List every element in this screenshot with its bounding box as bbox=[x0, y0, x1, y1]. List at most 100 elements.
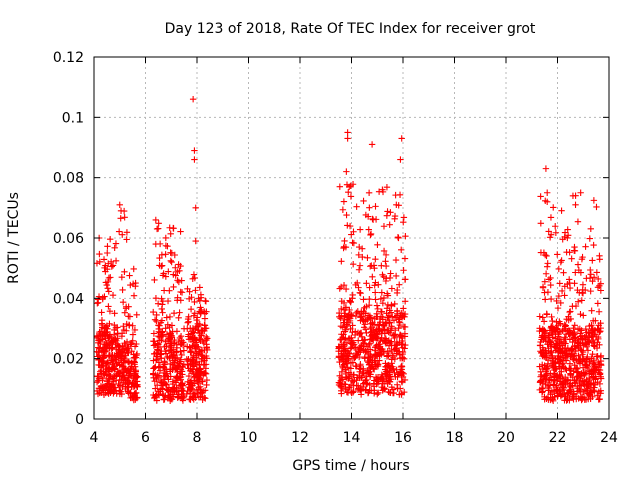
data-point bbox=[340, 306, 348, 313]
data-point bbox=[337, 350, 345, 357]
data-point bbox=[372, 279, 379, 286]
data-point bbox=[371, 282, 378, 289]
data-point bbox=[566, 367, 574, 374]
data-point bbox=[132, 394, 140, 401]
data-point bbox=[346, 315, 354, 322]
data-point bbox=[561, 334, 568, 341]
x-tick-label: 16 bbox=[394, 430, 412, 446]
data-point bbox=[372, 296, 379, 303]
data-point bbox=[109, 291, 117, 299]
data-point bbox=[382, 336, 390, 344]
data-point bbox=[395, 324, 402, 332]
data-point bbox=[165, 268, 172, 275]
data-point bbox=[197, 389, 205, 396]
data-point bbox=[124, 358, 132, 365]
data-point bbox=[347, 182, 354, 189]
data-point bbox=[197, 309, 205, 316]
data-point bbox=[196, 365, 203, 372]
data-point bbox=[106, 344, 113, 351]
data-point bbox=[347, 345, 354, 352]
data-point bbox=[168, 322, 176, 329]
data-point bbox=[119, 371, 127, 379]
data-point bbox=[567, 308, 574, 315]
data-point bbox=[186, 395, 193, 403]
data-point bbox=[542, 372, 549, 379]
data-point bbox=[574, 298, 582, 305]
data-point bbox=[346, 183, 353, 190]
data-point bbox=[567, 388, 574, 395]
data-point bbox=[164, 242, 171, 250]
data-point bbox=[594, 392, 601, 399]
data-point bbox=[577, 310, 584, 318]
data-point bbox=[164, 321, 171, 328]
data-point bbox=[342, 285, 350, 293]
data-point bbox=[185, 381, 193, 388]
data-point bbox=[133, 311, 140, 318]
data-point bbox=[391, 341, 399, 349]
data-point bbox=[192, 204, 199, 212]
data-point bbox=[347, 381, 355, 389]
data-point bbox=[349, 328, 356, 336]
chart-title: Day 123 of 2018, Rate Of TEC Index for r… bbox=[165, 21, 536, 37]
data-point bbox=[338, 384, 346, 392]
data-point bbox=[563, 377, 571, 385]
data-point bbox=[170, 309, 178, 317]
data-point bbox=[340, 244, 347, 252]
data-point bbox=[184, 285, 191, 292]
data-point bbox=[396, 191, 404, 198]
data-point bbox=[541, 289, 548, 296]
data-point bbox=[115, 344, 123, 351]
y-tick-label: 0.08 bbox=[53, 171, 84, 187]
data-point bbox=[152, 216, 159, 224]
data-point bbox=[100, 256, 108, 263]
data-point bbox=[164, 353, 171, 361]
data-point bbox=[109, 384, 117, 391]
data-point bbox=[123, 229, 131, 236]
data-point bbox=[561, 345, 569, 353]
data-point bbox=[352, 350, 360, 357]
data-point bbox=[374, 376, 382, 383]
data-point bbox=[348, 231, 355, 238]
data-point bbox=[538, 336, 545, 343]
data-point bbox=[540, 346, 548, 354]
data-point bbox=[360, 324, 368, 331]
data-point bbox=[342, 381, 349, 388]
data-point bbox=[202, 297, 209, 305]
data-point bbox=[195, 376, 203, 383]
data-point bbox=[372, 352, 379, 359]
data-point bbox=[185, 365, 192, 372]
data-point bbox=[131, 343, 139, 350]
data-point bbox=[188, 330, 196, 337]
data-point bbox=[175, 314, 182, 322]
data-point bbox=[176, 360, 183, 367]
data-point bbox=[178, 351, 185, 359]
data-point bbox=[577, 335, 585, 342]
data-point bbox=[156, 350, 164, 357]
data-point bbox=[376, 326, 383, 334]
data-point bbox=[382, 371, 390, 379]
data-point bbox=[191, 310, 199, 317]
data-point bbox=[189, 325, 197, 332]
data-point bbox=[389, 313, 396, 320]
data-point bbox=[393, 338, 401, 346]
data-point bbox=[159, 309, 166, 316]
data-point bbox=[340, 282, 348, 289]
data-point bbox=[559, 379, 567, 387]
data-point bbox=[196, 383, 204, 390]
data-point bbox=[560, 384, 568, 392]
data-point bbox=[134, 381, 141, 388]
data-point bbox=[360, 296, 367, 303]
data-point bbox=[106, 372, 113, 380]
data-point bbox=[380, 322, 388, 330]
data-point bbox=[155, 391, 162, 398]
data-point bbox=[397, 156, 404, 163]
data-point bbox=[583, 355, 591, 362]
data-point bbox=[176, 309, 183, 316]
data-point bbox=[189, 96, 197, 103]
data-point bbox=[367, 263, 374, 270]
data-point bbox=[173, 348, 180, 355]
data-point bbox=[578, 297, 585, 304]
data-point bbox=[356, 365, 363, 372]
data-point bbox=[167, 230, 174, 238]
data-point bbox=[545, 345, 552, 352]
